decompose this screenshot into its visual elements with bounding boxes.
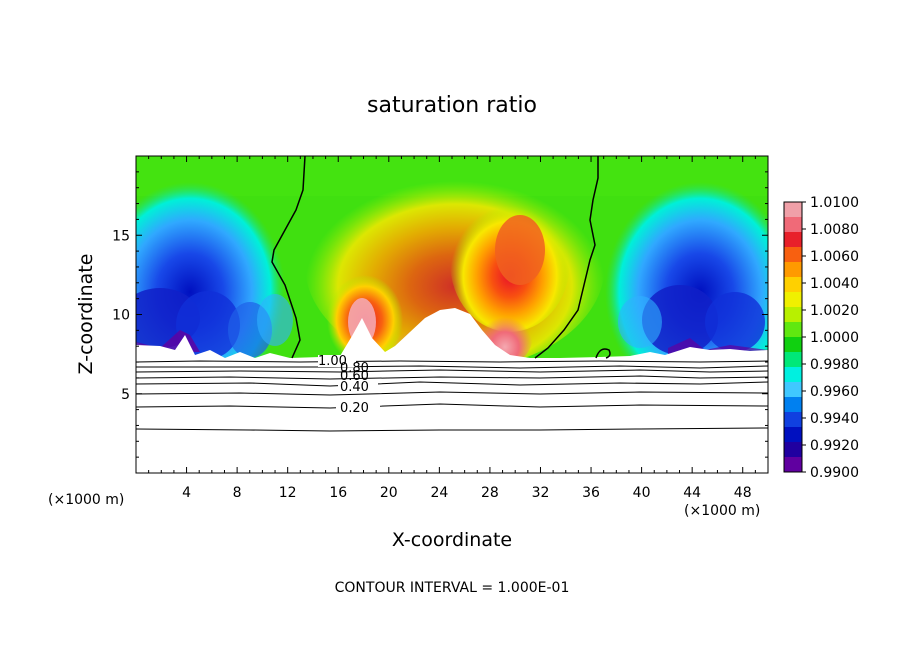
colorbar-swatch xyxy=(784,337,802,353)
x-tick-label: 36 xyxy=(582,485,600,501)
contour-label-0-20: 0.20 xyxy=(340,401,369,416)
x-axis-ticks: 4 8 12 16 20 24 28 32 36 40 44 48 xyxy=(148,156,756,501)
colorbar-label: 1.0060 xyxy=(810,249,859,265)
colorbar-label: 0.9940 xyxy=(810,411,859,427)
y-tick-label: 5 xyxy=(121,387,130,403)
x-tick-label: 20 xyxy=(380,485,398,501)
contour-label-1-00: 1.00 xyxy=(318,354,347,369)
y-axis-label: Z-coordinate xyxy=(75,254,97,375)
x-tick-label: 32 xyxy=(532,485,550,501)
contour-label-0-40: 0.40 xyxy=(340,380,369,395)
y-tick-label: 15 xyxy=(112,228,130,244)
contour-labels: 1.00 0.80 0.60 0.40 0.20 xyxy=(318,354,380,416)
x-unit-left: (×1000 m) xyxy=(48,492,124,508)
colorbar-label: 0.9960 xyxy=(810,384,859,400)
colorbar-swatch xyxy=(784,202,802,218)
colorbar-label: 0.9920 xyxy=(810,438,859,454)
colorbar-swatch xyxy=(784,412,802,428)
colorbar-swatch xyxy=(784,292,802,308)
heatmap-field xyxy=(136,156,768,473)
contour-lines xyxy=(136,156,768,432)
x-tick-label: 16 xyxy=(329,485,347,501)
colorbar-label: 1.0000 xyxy=(810,330,859,346)
colorbar-label: 1.0100 xyxy=(810,195,859,211)
colorbar: 1.0100 1.0080 1.0060 1.0040 1.0020 1.0000 0.99… xyxy=(783,195,859,481)
colorbar-label: 0.9900 xyxy=(810,465,859,481)
x-tick-label: 40 xyxy=(633,485,651,501)
colorbar-swatch xyxy=(784,367,802,383)
x-tick-label: 24 xyxy=(430,485,448,501)
colorbar-swatch xyxy=(784,457,802,473)
x-unit-right: (×1000 m) xyxy=(684,503,760,519)
x-axis-label: X-coordinate xyxy=(392,529,512,551)
x-tick-label: 48 xyxy=(734,485,752,501)
x-tick-label: 8 xyxy=(233,485,242,501)
colorbar-label: 1.0080 xyxy=(810,222,859,238)
colorbar-swatch xyxy=(784,232,802,248)
colorbar-swatch xyxy=(784,262,802,278)
colorbar-swatch xyxy=(784,397,802,413)
x-tick-label: 44 xyxy=(683,485,701,501)
colorbar-swatch xyxy=(784,382,802,398)
x-tick-label: 12 xyxy=(279,485,297,501)
x-tick-label: 28 xyxy=(481,485,499,501)
colorbar-swatch xyxy=(784,442,802,458)
colorbar-swatch xyxy=(784,352,802,368)
colorbar-label: 0.9980 xyxy=(810,357,859,373)
chart-title: saturation ratio xyxy=(367,93,537,118)
y-axis-ticks: 5 10 15 xyxy=(112,171,768,458)
colorbar-swatch xyxy=(784,277,802,293)
colorbar-swatch xyxy=(784,217,802,233)
colorbar-swatch xyxy=(784,307,802,323)
colorbar-swatch xyxy=(784,322,802,338)
colorbar-label: 1.0040 xyxy=(810,276,859,292)
contour-interval-footer: CONTOUR INTERVAL = 1.000E-01 xyxy=(335,580,570,596)
contour-label-0-80: 0.80 xyxy=(340,361,369,376)
colorbar-swatch xyxy=(784,427,802,443)
colorbar-label: 1.0020 xyxy=(810,303,859,319)
x-tick-label: 4 xyxy=(182,485,191,501)
colorbar-swatch xyxy=(784,247,802,263)
y-tick-label: 10 xyxy=(112,308,130,324)
